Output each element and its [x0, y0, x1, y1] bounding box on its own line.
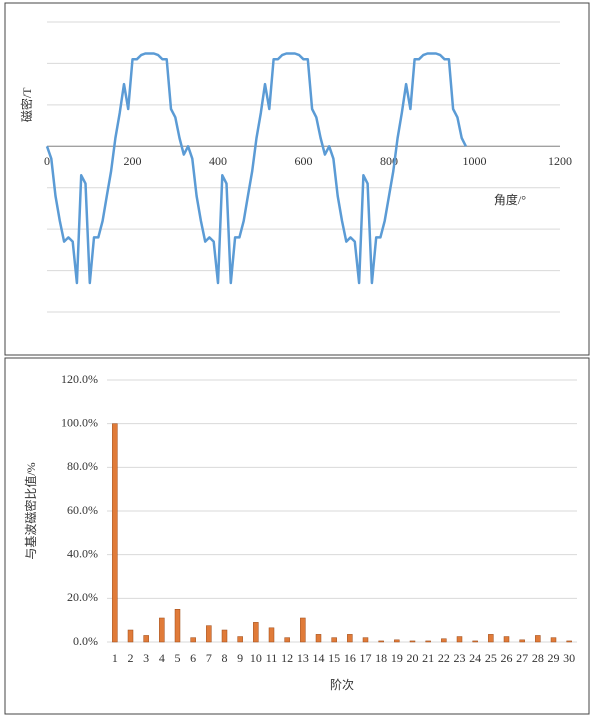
x-tick-label: 20	[407, 651, 419, 665]
x-tick-label: 1200	[548, 154, 572, 168]
x-tick-label: 18	[375, 651, 387, 665]
bar	[362, 637, 369, 643]
y-tick-label: 60.0%	[67, 503, 98, 517]
bar	[190, 637, 196, 643]
x-tick-label: 9	[237, 651, 243, 665]
x-tick-label: 3	[143, 651, 149, 665]
bar	[315, 634, 322, 643]
bar	[425, 640, 431, 643]
x-tick-label: 1	[112, 651, 118, 665]
x-tick-label: 1000	[463, 154, 487, 168]
x-tick-label: 26	[501, 651, 513, 665]
x-tick-label: 30	[563, 651, 575, 665]
y-axis-label: 与基波磁密比值/%	[23, 462, 38, 559]
x-tick-label: 24	[469, 651, 481, 665]
bar	[159, 617, 165, 643]
bar	[441, 638, 447, 643]
x-tick-label: 0	[44, 154, 50, 168]
x-tick-label: 13	[297, 651, 309, 665]
x-tick-label: 10	[250, 651, 262, 665]
bar	[300, 617, 306, 643]
x-tick-label: 14	[313, 651, 325, 665]
bar	[519, 639, 525, 643]
x-tick-label: 17	[360, 651, 372, 665]
x-tick-label: 16	[344, 651, 356, 665]
y-tick-label: 40.0%	[67, 546, 98, 560]
bar	[394, 639, 400, 643]
y-tick-label: 120.0%	[61, 372, 98, 386]
x-tick-label: 12	[281, 651, 293, 665]
bar	[127, 629, 134, 643]
x-tick-label: 23	[454, 651, 466, 665]
bar	[206, 625, 212, 643]
line-series	[45, 52, 468, 285]
x-tick-label: 15	[328, 651, 340, 665]
x-tick-label: 2	[128, 651, 134, 665]
x-tick-label: 7	[206, 651, 212, 665]
x-tick-label: 28	[532, 651, 544, 665]
chart-frame	[4, 357, 590, 715]
x-tick-label: 400	[209, 154, 227, 168]
bar	[550, 637, 557, 643]
y-axis-label: 磁密/T	[19, 87, 34, 122]
bar	[488, 634, 494, 643]
x-tick-label: 8	[222, 651, 228, 665]
chart-frame	[4, 2, 590, 356]
bar	[174, 609, 181, 643]
bar	[268, 627, 275, 643]
x-tick-label: 29	[548, 651, 560, 665]
x-tick-label: 27	[516, 651, 528, 665]
bar	[331, 637, 337, 643]
y-tick-label: 100.0%	[61, 415, 98, 429]
x-tick-label: 200	[124, 154, 142, 168]
y-tick-label: 20.0%	[67, 590, 98, 604]
bar	[221, 629, 228, 643]
bar	[237, 636, 243, 643]
x-tick-label: 21	[422, 651, 434, 665]
bar	[456, 636, 463, 643]
bar	[503, 636, 510, 643]
x-axis-label: 角度/°	[494, 192, 526, 207]
x-tick-label: 6	[190, 651, 196, 665]
bar	[143, 635, 149, 643]
y-tick-label: 0.0%	[73, 634, 98, 648]
bar	[472, 640, 478, 643]
bar	[535, 635, 541, 643]
x-tick-label: 11	[266, 651, 278, 665]
x-tick-label: 25	[485, 651, 497, 665]
x-tick-label: 600	[295, 154, 313, 168]
y-tick-label: 80.0%	[67, 459, 98, 473]
bar	[112, 423, 118, 643]
x-axis-label: 阶次	[330, 678, 354, 692]
x-tick-label: 5	[175, 651, 181, 665]
bar	[347, 634, 353, 643]
bar	[566, 640, 572, 643]
x-tick-label: 4	[159, 651, 165, 665]
bar	[378, 640, 384, 643]
bar	[253, 622, 259, 643]
bar	[409, 640, 416, 643]
x-tick-label: 19	[391, 651, 403, 665]
bar	[284, 637, 290, 643]
x-tick-label: 22	[438, 651, 450, 665]
